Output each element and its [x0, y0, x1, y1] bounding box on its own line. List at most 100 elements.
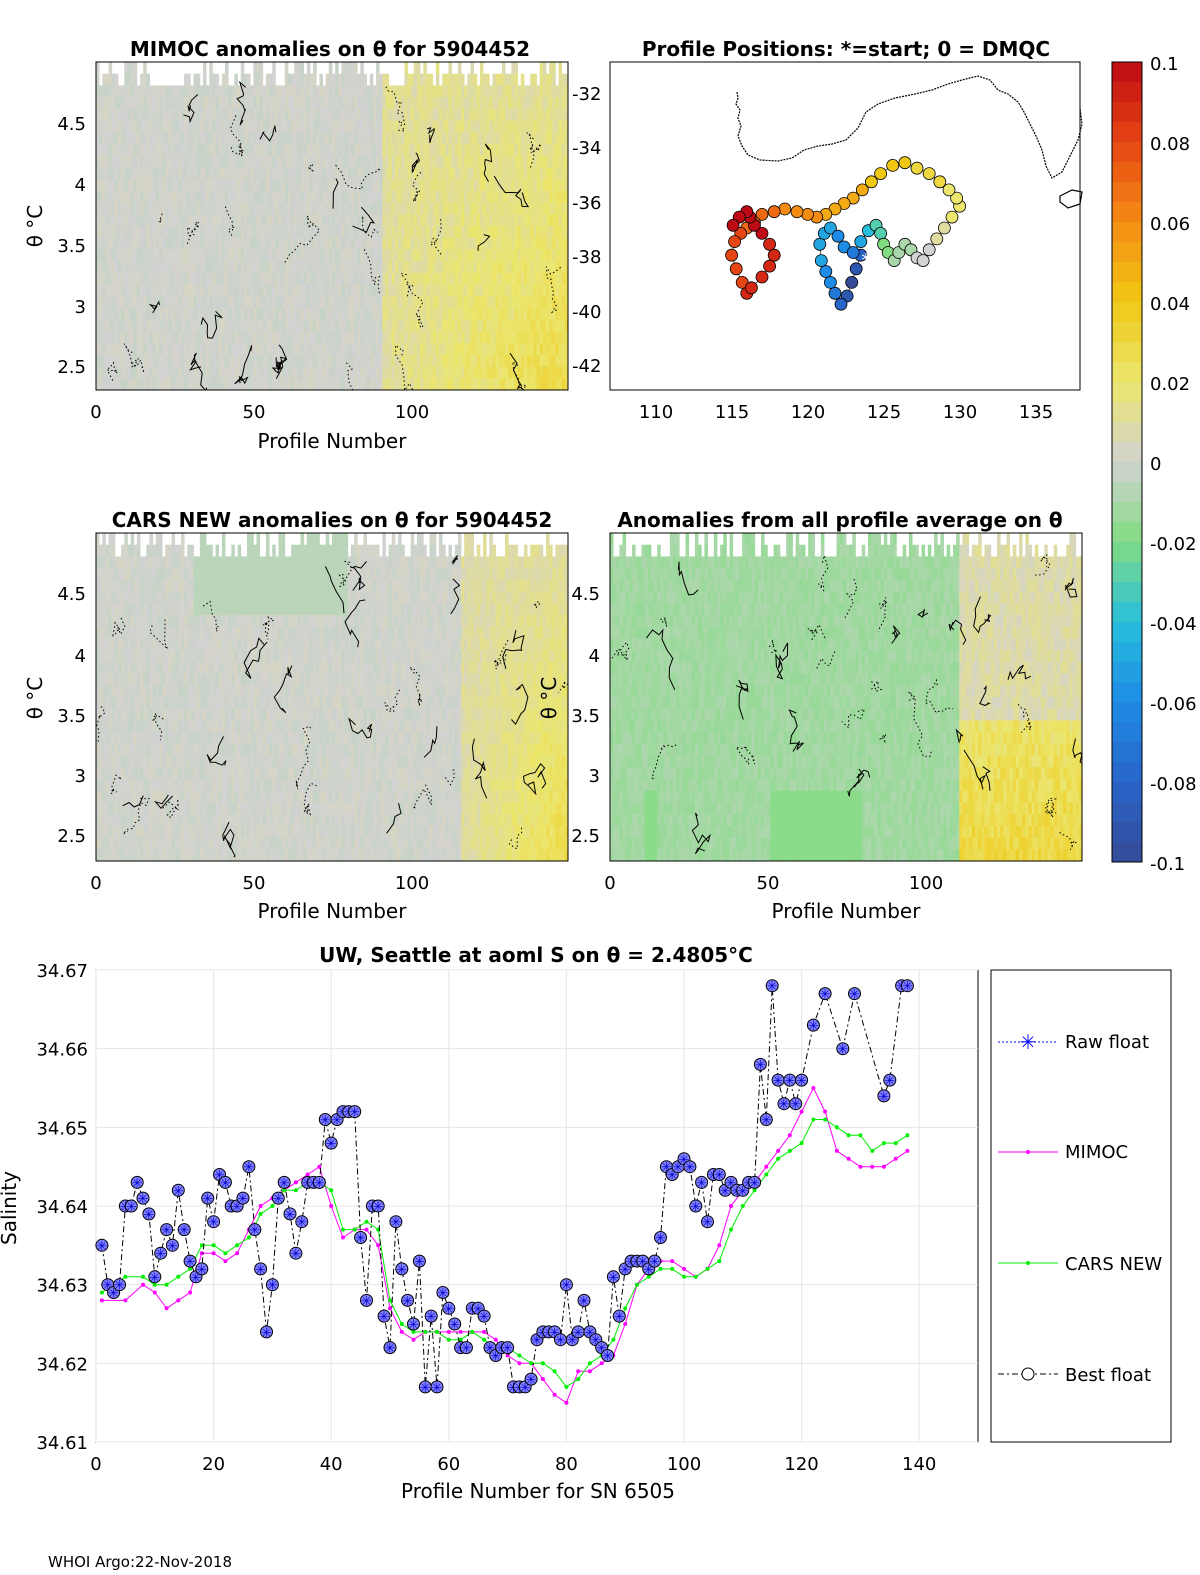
field-cell — [520, 366, 525, 379]
field-cell — [445, 202, 449, 215]
field-cell — [265, 226, 270, 239]
field-cell — [438, 308, 443, 321]
field-cell — [140, 272, 144, 285]
field-cell — [158, 708, 163, 721]
field-cell — [278, 190, 283, 203]
field-cell — [391, 120, 396, 133]
field-cell — [332, 343, 336, 356]
field-cell — [206, 179, 210, 192]
field-cell — [221, 190, 226, 203]
field-cell — [174, 626, 179, 639]
field-cell — [218, 202, 223, 215]
field-cell — [445, 132, 449, 145]
field-cell — [309, 249, 314, 262]
field-cell — [124, 190, 128, 203]
field-cell — [313, 62, 317, 75]
field-cell — [495, 354, 500, 367]
field-cell — [140, 73, 144, 86]
field-cell — [432, 226, 437, 239]
field-cell — [155, 261, 160, 274]
field-cell — [287, 272, 292, 285]
field-cell — [539, 237, 544, 250]
field-cell — [102, 144, 106, 157]
field-cell — [501, 296, 506, 309]
field-cell — [319, 319, 323, 332]
field-cell — [247, 97, 251, 110]
field-cell — [379, 226, 383, 239]
field-cell — [253, 97, 257, 110]
field-cell — [143, 343, 147, 356]
field-cell — [165, 825, 169, 838]
field-cell — [158, 673, 163, 686]
field-cell — [479, 214, 484, 227]
field-cell — [416, 202, 421, 215]
field-cell — [102, 790, 106, 803]
field-cell — [306, 249, 311, 262]
field-cell — [114, 626, 119, 639]
field-cell — [262, 308, 267, 321]
field-cell — [549, 214, 553, 227]
field-cell — [369, 179, 374, 192]
field-cell — [221, 120, 226, 133]
field-cell — [322, 237, 327, 250]
field-cell — [165, 226, 169, 239]
field-cell — [379, 319, 383, 332]
field-cell — [514, 73, 519, 86]
field-cell — [489, 249, 493, 262]
profile-position-point — [790, 205, 804, 219]
field-cell — [140, 814, 144, 827]
profile-position-point — [945, 210, 959, 224]
field-cell — [451, 331, 456, 344]
field-cell — [438, 272, 443, 285]
field-cell — [256, 73, 261, 86]
field-cell — [130, 190, 135, 203]
field-cell — [146, 556, 150, 569]
float-track — [725, 156, 966, 311]
profile-position-point — [898, 156, 912, 170]
field-cell — [309, 190, 314, 203]
field-cell — [316, 331, 320, 344]
field-cell — [479, 272, 484, 285]
field-cell — [319, 308, 323, 321]
field-cell — [542, 120, 547, 133]
field-cell — [385, 308, 390, 321]
field-cell — [451, 378, 456, 390]
field-cell — [155, 343, 160, 356]
field-cell — [404, 272, 408, 285]
field-cell — [473, 144, 478, 157]
field-cell — [303, 378, 308, 390]
field-cell — [306, 85, 311, 98]
field-cell — [523, 190, 528, 203]
field-cell — [162, 120, 166, 133]
field-cell — [372, 343, 377, 356]
field-cell — [394, 108, 399, 121]
field-cell — [492, 108, 497, 121]
field-cell — [495, 85, 500, 98]
field-cell — [262, 354, 267, 367]
field-cell — [253, 202, 257, 215]
field-cell — [451, 261, 456, 274]
field-cell — [536, 296, 541, 309]
field-cell — [527, 132, 531, 145]
field-cell — [354, 343, 358, 356]
field-cell — [187, 132, 191, 145]
field-cell — [96, 73, 100, 86]
field-cell — [401, 144, 405, 157]
field-cell — [467, 319, 471, 332]
field-cell — [202, 354, 207, 367]
field-cell — [401, 202, 405, 215]
field-cell — [221, 378, 226, 390]
field-cell — [341, 284, 345, 297]
field-cell — [256, 202, 261, 215]
field-cell — [247, 366, 251, 379]
field-cell — [209, 366, 213, 379]
field-cell — [448, 214, 452, 227]
field-cell — [114, 743, 119, 756]
field-cell — [171, 179, 176, 192]
field-cell — [442, 179, 446, 192]
field-cell — [442, 108, 446, 121]
field-cell — [467, 296, 471, 309]
field-cell — [454, 190, 459, 203]
field-cell — [438, 296, 443, 309]
field-cell — [158, 331, 163, 344]
